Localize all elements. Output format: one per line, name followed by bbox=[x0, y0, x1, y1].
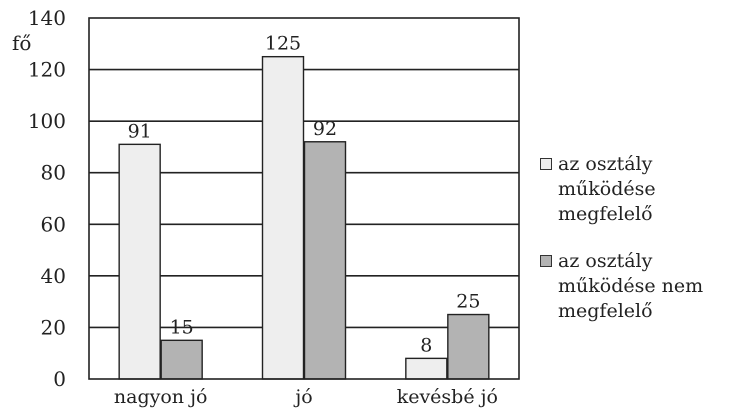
legend: az osztály működése megfelelő az osztály… bbox=[540, 152, 746, 346]
y-tick-label-140: 140 bbox=[28, 6, 66, 30]
y-tick-label-120: 120 bbox=[28, 58, 66, 82]
bar-2-2 bbox=[303, 141, 347, 380]
y-tick-label-80: 80 bbox=[41, 161, 66, 185]
data-label-2-1: 15 bbox=[170, 316, 194, 338]
y-axis-unit-label: fő bbox=[12, 31, 31, 55]
data-label-1-1: 91 bbox=[128, 120, 152, 142]
legend-label-series-1: az osztály működése megfelelő bbox=[558, 153, 656, 225]
bar-2-1 bbox=[160, 339, 203, 380]
y-tick-label-0: 0 bbox=[53, 367, 66, 391]
y-tick-label-20: 20 bbox=[41, 315, 66, 339]
category-label-2: jó bbox=[293, 386, 312, 408]
data-label-1-3: 8 bbox=[420, 334, 432, 356]
axes bbox=[88, 17, 520, 380]
bar-1-3 bbox=[405, 357, 448, 380]
legend-swatch-series-2 bbox=[540, 255, 552, 267]
y-tick-labels: 0 20 40 60 80 100 120 140 bbox=[28, 6, 66, 391]
bar-1-2 bbox=[261, 55, 305, 380]
y-tick-label-60: 60 bbox=[41, 212, 66, 236]
data-labels: 91 15 125 92 8 25 bbox=[128, 33, 481, 357]
category-labels: nagyon jó jó kevésbé jó bbox=[114, 386, 498, 408]
bar-2-3 bbox=[447, 313, 490, 380]
data-label-2-2: 92 bbox=[313, 118, 337, 140]
legend-item-series-2: az osztály működése nem megfelelő bbox=[540, 249, 746, 324]
legend-item-series-1: az osztály működése megfelelő bbox=[540, 152, 746, 227]
bar-1-1 bbox=[118, 143, 161, 380]
category-label-3: kevésbé jó bbox=[397, 386, 498, 408]
data-label-1-2: 125 bbox=[265, 33, 301, 55]
legend-swatch-series-1 bbox=[540, 158, 552, 170]
y-tick-label-40: 40 bbox=[41, 264, 66, 288]
y-tick-label-100: 100 bbox=[28, 109, 66, 133]
legend-label-series-2: az osztály működése nem megfelelő bbox=[558, 250, 704, 322]
bars bbox=[118, 55, 490, 380]
data-label-2-3: 25 bbox=[456, 291, 480, 313]
plot-frame bbox=[88, 17, 520, 380]
category-label-1: nagyon jó bbox=[114, 386, 208, 408]
